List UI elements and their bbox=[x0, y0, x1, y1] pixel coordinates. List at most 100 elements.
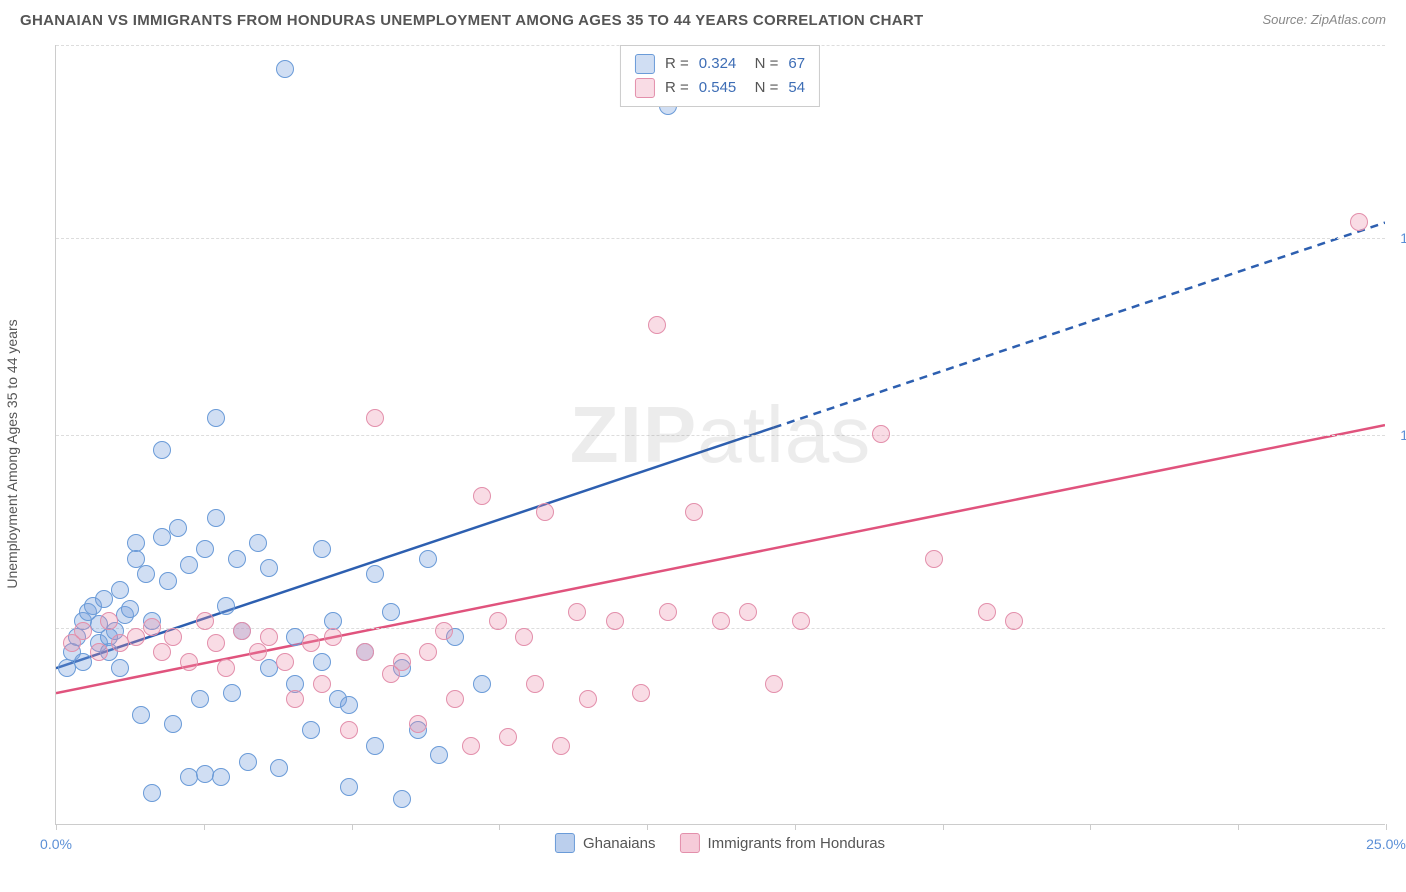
plot-region: ZIPatlas 6.3%12.5%18.8%0.0%25.0% bbox=[55, 45, 1385, 825]
data-point bbox=[207, 634, 225, 652]
gridline bbox=[56, 238, 1385, 239]
data-point bbox=[153, 643, 171, 661]
data-point bbox=[90, 643, 108, 661]
data-point bbox=[632, 684, 650, 702]
data-point bbox=[685, 503, 703, 521]
data-point bbox=[276, 653, 294, 671]
x-tick-label: 25.0% bbox=[1366, 836, 1406, 852]
legend-series: Ghanaians Immigrants from Honduras bbox=[555, 833, 885, 853]
data-point bbox=[180, 653, 198, 671]
data-point bbox=[526, 675, 544, 693]
data-point bbox=[143, 618, 161, 636]
data-point bbox=[366, 409, 384, 427]
data-point bbox=[393, 653, 411, 671]
data-point bbox=[302, 721, 320, 739]
data-point bbox=[100, 612, 118, 630]
data-point bbox=[207, 509, 225, 527]
chart-title: GHANAIAN VS IMMIGRANTS FROM HONDURAS UNE… bbox=[20, 12, 924, 29]
swatch-series-0 bbox=[635, 54, 655, 74]
data-point bbox=[568, 603, 586, 621]
n-value-0: 67 bbox=[788, 52, 805, 76]
data-point bbox=[499, 728, 517, 746]
data-point bbox=[196, 612, 214, 630]
data-point bbox=[217, 597, 235, 615]
data-point bbox=[180, 556, 198, 574]
r-label: R = bbox=[665, 52, 689, 76]
data-point bbox=[925, 550, 943, 568]
data-point bbox=[127, 628, 145, 646]
data-point bbox=[739, 603, 757, 621]
data-point bbox=[552, 737, 570, 755]
y-axis-label: Unemployment Among Ages 35 to 44 years bbox=[4, 319, 20, 588]
data-point bbox=[515, 628, 533, 646]
data-point bbox=[473, 675, 491, 693]
data-point bbox=[74, 653, 92, 671]
r-label: R = bbox=[665, 76, 689, 100]
data-point bbox=[579, 690, 597, 708]
data-point bbox=[164, 628, 182, 646]
data-point bbox=[137, 565, 155, 583]
data-point bbox=[340, 696, 358, 714]
data-point bbox=[239, 753, 257, 771]
data-point bbox=[153, 528, 171, 546]
data-point bbox=[393, 790, 411, 808]
data-point bbox=[111, 659, 129, 677]
data-point bbox=[111, 581, 129, 599]
data-point bbox=[648, 316, 666, 334]
gridline bbox=[56, 435, 1385, 436]
data-point bbox=[1350, 213, 1368, 231]
x-tick bbox=[56, 824, 57, 830]
data-point bbox=[249, 643, 267, 661]
data-point bbox=[270, 759, 288, 777]
data-point bbox=[366, 565, 384, 583]
x-tick bbox=[647, 824, 648, 830]
n-label: N = bbox=[746, 52, 778, 76]
data-point bbox=[169, 519, 187, 537]
data-point bbox=[340, 778, 358, 796]
data-point bbox=[419, 550, 437, 568]
chart-area: ZIPatlas 6.3%12.5%18.8%0.0%25.0% R = 0.3… bbox=[55, 45, 1385, 825]
data-point bbox=[302, 634, 320, 652]
data-point bbox=[132, 706, 150, 724]
x-tick bbox=[943, 824, 944, 830]
r-value-1: 0.545 bbox=[699, 76, 737, 100]
data-point bbox=[872, 425, 890, 443]
data-point bbox=[276, 60, 294, 78]
data-point bbox=[536, 503, 554, 521]
data-point bbox=[473, 487, 491, 505]
legend-stats-row-1: R = 0.545 N = 54 bbox=[635, 76, 805, 100]
legend-label: Ghanaians bbox=[583, 835, 656, 852]
legend-label: Immigrants from Honduras bbox=[708, 835, 886, 852]
x-tick bbox=[1090, 824, 1091, 830]
n-label: N = bbox=[746, 76, 778, 100]
x-tick bbox=[499, 824, 500, 830]
data-point bbox=[95, 590, 113, 608]
data-point bbox=[164, 715, 182, 733]
x-tick bbox=[1238, 824, 1239, 830]
data-point bbox=[430, 746, 448, 764]
data-point bbox=[366, 737, 384, 755]
legend-stats-row-0: R = 0.324 N = 67 bbox=[635, 52, 805, 76]
chart-header: GHANAIAN VS IMMIGRANTS FROM HONDURAS UNE… bbox=[0, 0, 1406, 29]
data-point bbox=[356, 643, 374, 661]
legend-item: Immigrants from Honduras bbox=[680, 833, 886, 853]
n-value-1: 54 bbox=[788, 76, 805, 100]
legend-swatch bbox=[680, 833, 700, 853]
legend-swatch bbox=[555, 833, 575, 853]
data-point bbox=[191, 690, 209, 708]
chart-source: Source: ZipAtlas.com bbox=[1262, 12, 1386, 27]
data-point bbox=[196, 540, 214, 558]
data-point bbox=[1005, 612, 1023, 630]
data-point bbox=[233, 622, 251, 640]
data-point bbox=[792, 612, 810, 630]
data-point bbox=[712, 612, 730, 630]
data-point bbox=[606, 612, 624, 630]
data-point bbox=[260, 628, 278, 646]
data-point bbox=[260, 559, 278, 577]
data-point bbox=[419, 643, 437, 661]
data-point bbox=[228, 550, 246, 568]
data-point bbox=[324, 628, 342, 646]
data-point bbox=[765, 675, 783, 693]
data-point bbox=[659, 603, 677, 621]
data-point bbox=[313, 540, 331, 558]
